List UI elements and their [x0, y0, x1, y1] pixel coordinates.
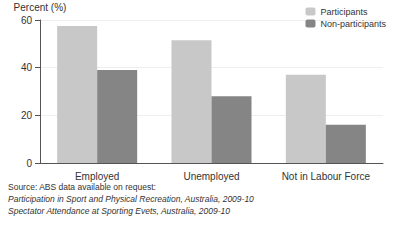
svg-text:60: 60	[21, 15, 33, 26]
svg-text:Unemployed: Unemployed	[183, 171, 239, 182]
svg-text:Not in Labour Force: Not in Labour Force	[282, 171, 371, 182]
svg-text:Percent (%): Percent (%)	[14, 2, 67, 13]
svg-text:Non-participants: Non-participants	[320, 19, 386, 29]
svg-text:Source: ABS data available on: Source: ABS data available on request:	[8, 182, 156, 192]
svg-text:Participants: Participants	[320, 7, 368, 17]
svg-text:0: 0	[26, 158, 32, 169]
svg-text:20: 20	[21, 110, 33, 121]
svg-text:Employed: Employed	[75, 171, 119, 182]
svg-text:Spectator Attendance at Sporti: Spectator Attendance at Sporting Evets, …	[8, 206, 230, 216]
svg-text:40: 40	[21, 62, 33, 73]
svg-text:Participation in Sport and Phy: Participation in Sport and Physical Recr…	[8, 194, 254, 204]
